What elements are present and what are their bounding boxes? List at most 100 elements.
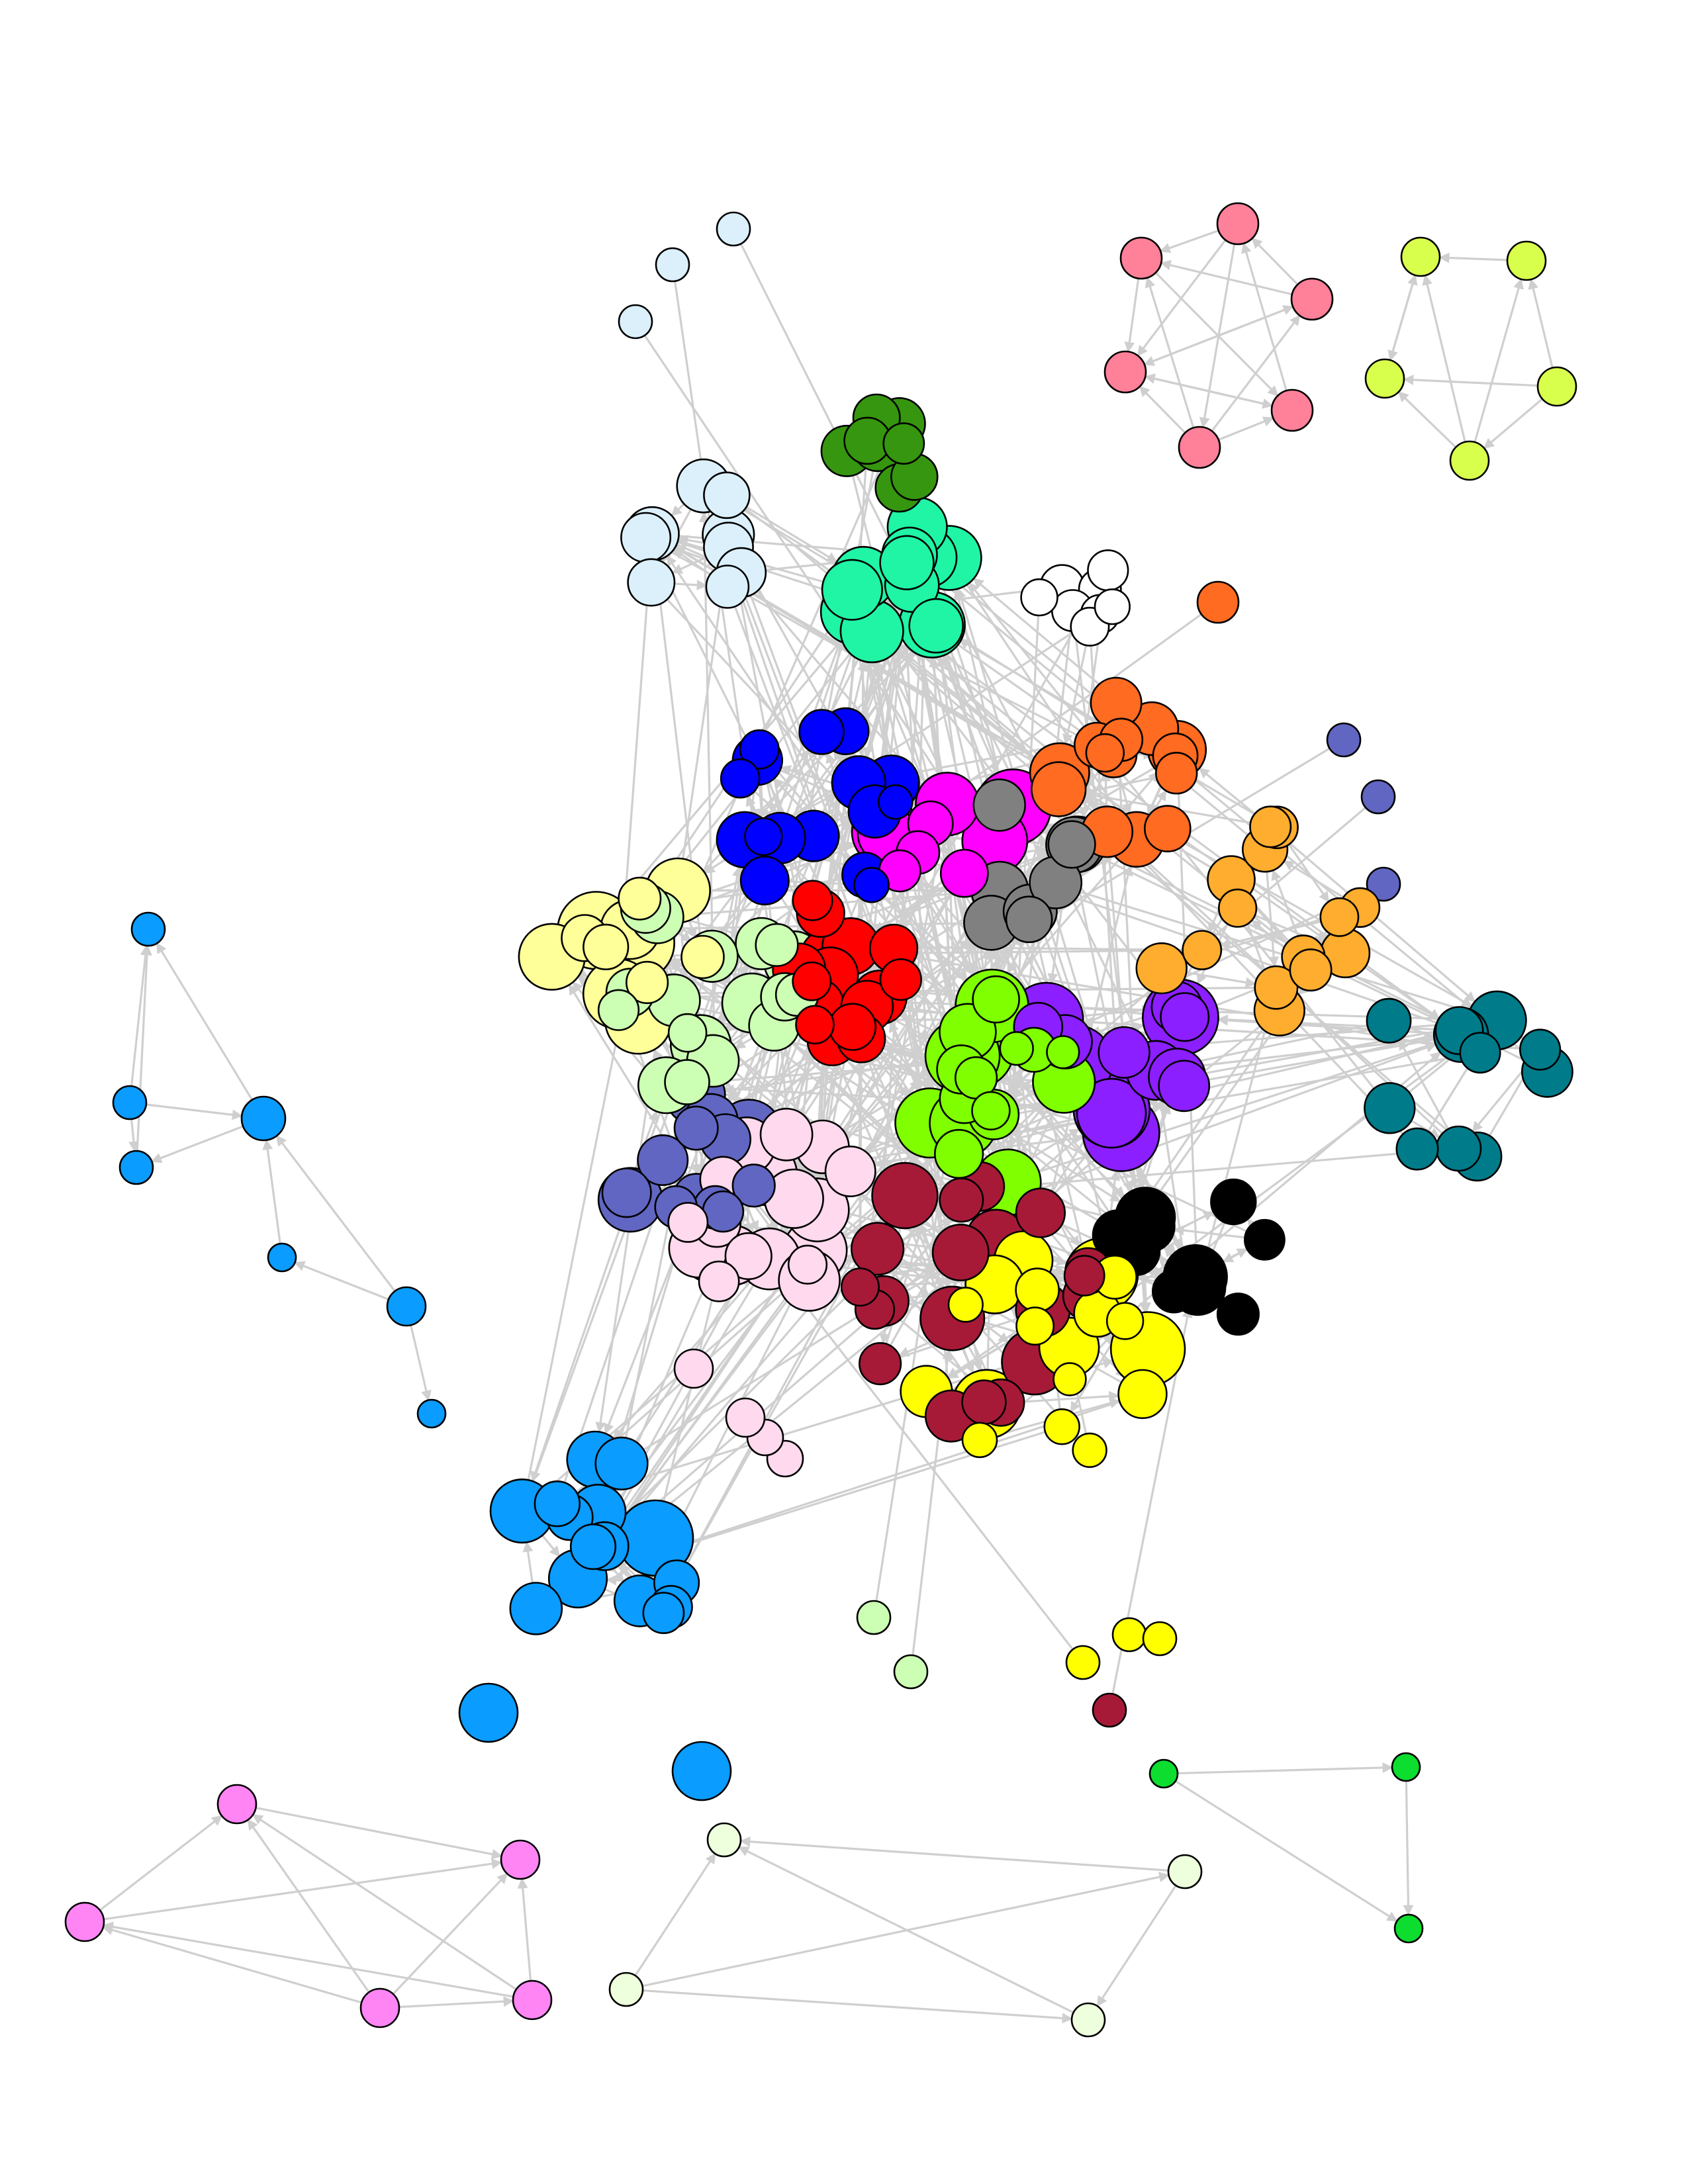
node-red-cluster-n265: [795, 1005, 835, 1045]
node-aquamarine-cluster-n46: [821, 559, 883, 621]
node-slateblue-cluster-n137: [637, 1134, 689, 1187]
graph-edge: [949, 576, 1548, 1073]
graph-edge: [787, 1282, 1084, 1663]
graph-edge: [1422, 274, 1471, 461]
node-yellow-cluster-sat9: [1065, 1645, 1101, 1680]
node-gray-cluster-n172: [1047, 820, 1096, 869]
graph-edge: [1163, 1772, 1398, 1923]
node-yellow-cluster-sat10: [1111, 1617, 1147, 1653]
node-lightblue-cluster-n187: [703, 471, 751, 520]
graph-edge: [1403, 1766, 1414, 1916]
node-yellow-cluster-n278: [947, 1287, 984, 1323]
graph-edge: [521, 979, 632, 1512]
node-teal-cluster-n247: [1459, 1032, 1501, 1074]
node-pale-pink-cluster-n138: [824, 1146, 876, 1198]
graph-edge: [517, 1878, 534, 2001]
graph-edge: [873, 609, 1460, 1150]
node-pale-pink-cluster-n260: [787, 1244, 828, 1285]
node-azure-cluster-4: [267, 1242, 297, 1273]
node-maroon-cluster-sat12: [1092, 1692, 1127, 1728]
node-orange-cluster-n189: [1144, 805, 1192, 852]
node-blue-cluster-n276: [853, 866, 890, 903]
node-black-cluster-n252: [1166, 1259, 1208, 1301]
node-gray-cluster-n114: [972, 778, 1026, 832]
node-lime-pentagon-cluster-4: [1364, 358, 1405, 399]
node-slateblue-cluster-n223: [731, 1163, 776, 1208]
graph-edge: [1145, 277, 1201, 448]
node-darkgreen-cluster-n242: [882, 422, 925, 465]
node-chartreuse-cluster-n158: [933, 1128, 984, 1179]
node-black-cluster-n219: [1120, 1197, 1165, 1241]
node-azure-cluster-2: [118, 1150, 154, 1185]
node-azure-cluster-n106: [594, 1436, 649, 1490]
node-pale-pink-cluster-sat16: [673, 1348, 714, 1389]
node-azure-cluster-1: [112, 1085, 148, 1120]
node-light-orange-cluster-n268: [1217, 888, 1258, 928]
graph-edge: [135, 944, 153, 1168]
node-azure-cluster-n195: [534, 1480, 581, 1527]
node-purple-cluster-n15: [1076, 1077, 1147, 1149]
node-teal-cluster-n204: [1435, 1125, 1482, 1172]
graph-edge: [236, 1803, 503, 1860]
graph-edge: [1198, 314, 1301, 448]
graph-edge: [102, 1921, 533, 2001]
node-pink-pentagon-cluster-3: [1270, 388, 1314, 432]
graph-edge: [1140, 257, 1279, 397]
node-azure-cluster-n199: [569, 1524, 617, 1570]
node-maroon-cluster-n75: [931, 1224, 990, 1282]
node-pale-green-cluster-n202: [664, 1059, 710, 1105]
node-azure-cluster-sat18: [458, 1682, 519, 1743]
node-light-orange-cluster-n257: [1182, 930, 1223, 971]
node-green-cluster-0: [1149, 1758, 1179, 1789]
node-slateblue-cluster-sat3: [1326, 722, 1362, 758]
graph-edge: [252, 1813, 533, 2001]
graph-edge: [739, 1836, 1186, 1873]
node-orange-cluster-n266: [1085, 733, 1125, 773]
graph-nodes: [64, 202, 1577, 2038]
graph-edge: [128, 944, 151, 1103]
node-azure-cluster-n241: [642, 1592, 685, 1635]
graph-edge: [732, 228, 901, 563]
node-lightblue-cluster-n221: [705, 565, 750, 609]
graph-edge: [1096, 1871, 1186, 2007]
node-green-cluster-1: [1391, 1752, 1421, 1782]
graph-edge: [1241, 242, 1293, 411]
node-lime-pentagon-cluster-2: [1536, 366, 1577, 407]
graph-edge: [1137, 223, 1239, 357]
node-white-cluster-n272: [1020, 578, 1058, 617]
node-chartreuse-cluster-n177: [972, 975, 1020, 1024]
node-slateblue-cluster-sat4: [1360, 779, 1396, 815]
node-white-cluster-n275: [1094, 588, 1131, 625]
graph-edge: [156, 942, 265, 1119]
node-orange-cluster-n86: [1030, 761, 1087, 817]
graph-edge: [626, 1988, 1073, 2024]
node-maroon-cluster-n24: [871, 1161, 939, 1230]
node-blue-cluster-n160: [739, 856, 790, 906]
graph-edge: [603, 1085, 942, 1547]
graph-edge: [1184, 1019, 1389, 1068]
node-violet-cluster-2: [64, 1901, 105, 1942]
node-pale-green-cluster-n224: [755, 923, 799, 967]
node-purple-cluster-n121: [1098, 1026, 1150, 1079]
node-purple-cluster-n161: [1160, 992, 1210, 1042]
node-pale-pink-cluster-n109: [759, 1107, 814, 1161]
node-lightblue-cluster-n145: [620, 512, 672, 563]
node-magenta-cluster-n170: [939, 848, 989, 898]
graph-edge: [792, 883, 1384, 1161]
node-pale-yellow-cluster-n196: [583, 923, 630, 970]
node-white-cluster-n246: [1087, 549, 1129, 592]
node-yellow-cluster-n274: [1043, 1408, 1080, 1445]
graph-edge: [1199, 223, 1239, 429]
graph-edge: [102, 1925, 381, 2009]
graph-edge: [1160, 259, 1313, 300]
node-pale-green-cluster-n244: [597, 989, 640, 1031]
graph-edge: [262, 1139, 283, 1258]
node-light-orange-cluster-n131: [1135, 942, 1188, 995]
graph-edge: [1468, 278, 1524, 461]
node-orange-cluster-sat6: [1196, 580, 1240, 624]
node-yellow-cluster-n273: [1105, 1302, 1145, 1340]
node-orange-cluster-n238: [1154, 751, 1198, 795]
node-honeydew-cluster-3: [1070, 2002, 1106, 2038]
node-pink-pentagon-cluster-4: [1178, 426, 1221, 469]
node-slateblue-cluster-n151: [601, 1167, 652, 1218]
